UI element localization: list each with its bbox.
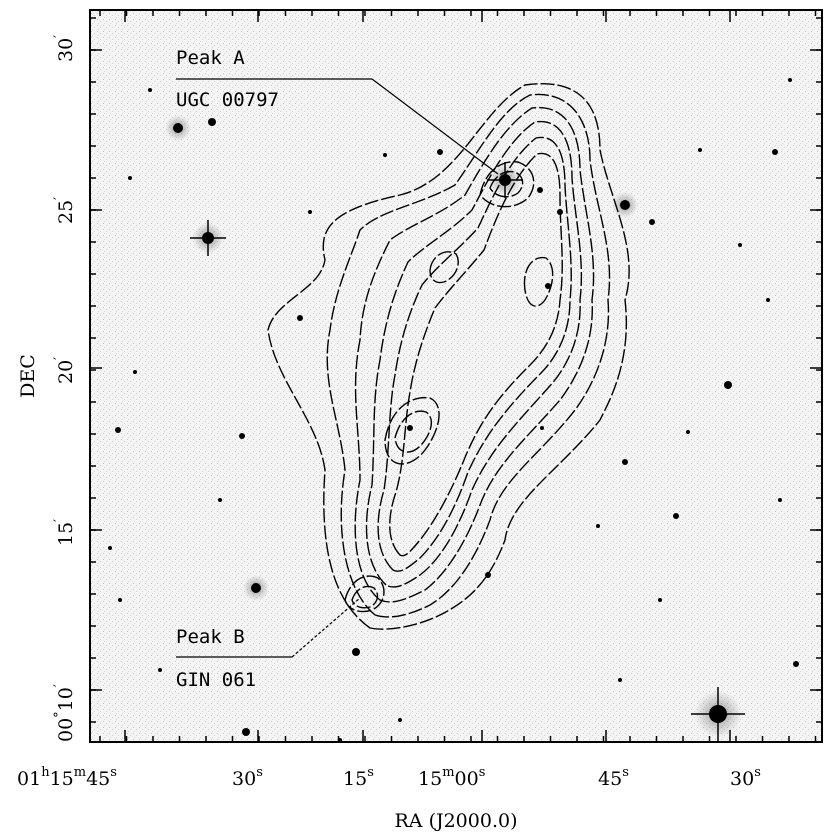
y-axis-title: DEC — [17, 354, 39, 398]
star — [545, 283, 551, 289]
star — [596, 524, 600, 528]
star — [738, 243, 742, 247]
y-tick-labels: 30′ 25′ 20′ 15′ 00°10′ — [52, 35, 77, 742]
star — [173, 123, 183, 133]
x-tick-label-2: 15s — [343, 765, 374, 790]
star — [793, 661, 799, 667]
peak-a-leader — [371, 78, 499, 175]
star — [308, 210, 312, 214]
contour-6 — [389, 152, 563, 557]
x-tick-label-3: 15m00s — [418, 765, 485, 790]
star — [118, 598, 122, 602]
star — [698, 148, 702, 152]
star — [766, 298, 770, 302]
star — [788, 78, 792, 82]
annotation-peak-a: Peak A UGC 00797 — [176, 47, 499, 175]
tick-marks — [90, 10, 822, 742]
plot-frame — [89, 9, 823, 743]
star — [540, 426, 544, 430]
star — [297, 315, 303, 321]
star — [239, 433, 245, 439]
x-tick-labels: 01h15m45s 30s 15s 15m00s 45s 30s — [17, 765, 761, 790]
contour-mid-2 — [394, 410, 433, 453]
contour-core-a — [479, 161, 535, 208]
star — [115, 427, 121, 433]
star — [242, 728, 250, 736]
star — [686, 430, 690, 434]
contour-layer — [267, 83, 630, 630]
star — [133, 370, 137, 374]
star — [208, 118, 216, 126]
star — [148, 88, 152, 92]
star — [383, 153, 387, 157]
star — [537, 187, 543, 193]
star — [251, 583, 261, 593]
contour-core-b — [344, 575, 385, 613]
y-tick-label-15: 15′ — [52, 519, 77, 546]
x-axis-title: RA (J2000.0) — [395, 810, 518, 832]
x-tick-label-0: 01h15m45s — [17, 765, 117, 790]
y-tick-label-10: 00°10′ — [52, 684, 77, 742]
star — [398, 718, 402, 722]
star — [778, 498, 782, 502]
star — [618, 678, 622, 682]
star — [158, 668, 162, 672]
star — [352, 648, 360, 656]
star — [437, 149, 443, 155]
peak-a-name: Peak A — [176, 47, 245, 69]
y-tick-label-25: 25′ — [52, 197, 77, 224]
x-tick-label-5: 30s — [730, 765, 761, 790]
peak-b-name: Peak B — [176, 626, 245, 648]
peak-b-id: GIN 061 — [176, 669, 256, 691]
star — [772, 149, 778, 155]
star — [649, 219, 655, 225]
contour-right-1 — [523, 256, 554, 307]
star — [673, 513, 679, 519]
star — [620, 200, 630, 210]
contour-mid-1 — [384, 396, 440, 465]
y-tick-label-20: 20′ — [52, 357, 77, 384]
peak-b-leader — [291, 597, 361, 658]
star — [622, 459, 628, 465]
contour-core-b2 — [351, 585, 379, 609]
x-tick-label-1: 30s — [232, 765, 263, 790]
contour-core-a2 — [489, 170, 524, 198]
x-tick-label-4: 45s — [598, 765, 629, 790]
star — [724, 381, 732, 389]
y-tick-label-30: 30′ — [52, 35, 77, 62]
contour-3 — [354, 106, 595, 603]
peak-a-id: UGC 00797 — [176, 89, 279, 111]
star — [108, 546, 112, 550]
star — [407, 425, 413, 431]
contour-4 — [365, 120, 583, 588]
contour-5 — [377, 136, 572, 572]
contour-2 — [326, 93, 611, 618]
contour-right-2 — [429, 251, 459, 284]
contour-outer — [267, 83, 630, 630]
star — [218, 498, 222, 502]
star — [128, 176, 132, 180]
annotation-peak-b: Peak B GIN 061 — [176, 597, 361, 691]
star — [658, 598, 662, 602]
